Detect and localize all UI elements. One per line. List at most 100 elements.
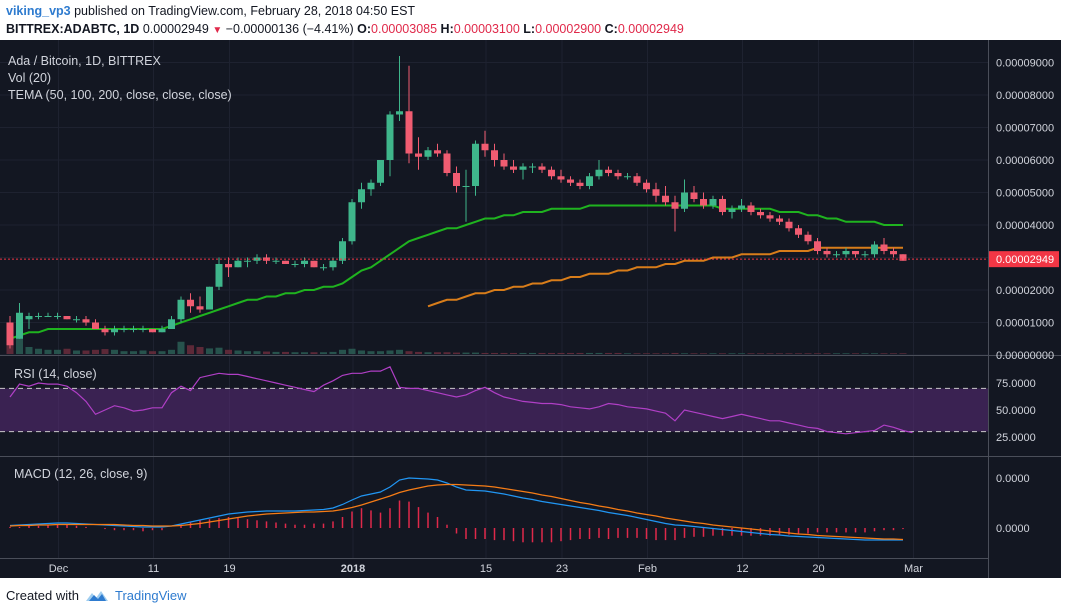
candle-body (852, 251, 859, 255)
candle-body (348, 202, 356, 242)
candle-body (804, 234, 812, 242)
volume-bar (690, 353, 698, 354)
candle-body (282, 260, 289, 264)
volume-bar (35, 348, 42, 354)
volume-bar (177, 341, 185, 354)
volume-bar (291, 352, 299, 354)
candle-body (44, 316, 52, 317)
volume-bar (757, 353, 764, 354)
volume-bar (500, 352, 508, 354)
author-name[interactable]: viking_vp3 (6, 4, 71, 18)
volume-bar (158, 351, 166, 354)
candle-body (415, 153, 422, 157)
time-tick-label: 12 (736, 563, 748, 575)
candle-body (73, 319, 80, 321)
candle-body (206, 286, 213, 310)
volume-bar (595, 352, 603, 354)
candle-body (82, 319, 90, 323)
volume-bar (880, 353, 888, 354)
candle-body (187, 299, 194, 307)
volume-bar (852, 353, 859, 354)
candle-body (595, 169, 603, 177)
rsi-line (9, 366, 913, 435)
candle-body (899, 254, 907, 261)
volume-bar (149, 351, 156, 354)
time-tick-label: Mar (904, 563, 923, 575)
open-value: 0.00003085 (371, 22, 438, 36)
volume-bar (424, 352, 432, 354)
volume-bar (196, 347, 204, 354)
volume-bar (358, 350, 365, 354)
candle-body (339, 241, 346, 261)
tradingview-link[interactable]: TradingView (114, 588, 187, 603)
candle-body (196, 306, 204, 310)
volume-bar (557, 352, 565, 354)
tema-orange-line (427, 246, 903, 308)
volume-bar (396, 349, 403, 354)
publish-info: viking_vp3 published on TradingView.com,… (6, 4, 415, 18)
candle-body (576, 182, 584, 186)
candle-body (272, 260, 280, 262)
volume-bar (415, 351, 422, 354)
volume-bar (434, 352, 441, 354)
chart-title: Ada / Bitcoin, 1D, BITTREX (8, 54, 161, 68)
volume-bar (120, 351, 128, 354)
down-arrow-icon: ▼ (212, 25, 223, 36)
volume-bar (310, 352, 318, 354)
candle-body (785, 221, 793, 229)
candlesticks (6, 56, 907, 349)
volume-bar (272, 351, 280, 354)
candle-body (377, 160, 384, 183)
candle-body (320, 267, 327, 269)
time-tick-label: 11 (148, 563, 159, 575)
volume-bar (168, 349, 175, 354)
volume-bar (234, 350, 242, 354)
volume-bar (871, 353, 878, 354)
candle-body (462, 186, 470, 187)
candle-body (158, 329, 166, 333)
candle-body (842, 251, 850, 255)
publish-text: published on TradingView.com, February 2… (74, 4, 416, 18)
volume-bar (747, 353, 755, 354)
candle-body (168, 319, 175, 329)
time-tick-label: 23 (556, 563, 568, 575)
volume-bar (890, 353, 897, 354)
candle-body (139, 329, 147, 330)
candle-body (519, 166, 527, 170)
volume-bar (709, 353, 717, 354)
macd-line (9, 477, 903, 541)
volume-bar (263, 351, 270, 354)
candle-body (766, 215, 774, 219)
volume-bar (766, 353, 774, 354)
candle-body (263, 257, 270, 261)
last-price: 0.00002949 (142, 22, 209, 36)
time-tick-label: Feb (638, 563, 657, 575)
rsi-band (0, 388, 988, 432)
volume-bar (491, 352, 498, 354)
axes: 0.00009000 0.00008000 0.00007000 0.00006000… (0, 40, 1061, 578)
candle-body (795, 228, 802, 235)
volume-bar (814, 353, 821, 354)
volume-bar (339, 349, 346, 354)
candle-body (510, 166, 517, 170)
candle-body (605, 169, 612, 173)
volume-bar (614, 352, 622, 354)
candle-body (823, 251, 831, 255)
candle-body (16, 312, 23, 339)
volume-bar (519, 352, 527, 354)
rsi-tick-label: 25.0000 (996, 432, 1036, 444)
grid-lines (0, 40, 988, 558)
candle-body (738, 205, 745, 209)
volume-bar (139, 350, 147, 354)
volume-bar (652, 353, 660, 354)
volume-bar (700, 353, 707, 354)
candle-body (491, 150, 498, 160)
volume-bar (624, 353, 631, 354)
volume-bar (377, 351, 384, 354)
candle-body (890, 251, 897, 255)
chart-canvas[interactable]: 0.00009000 0.00008000 0.00007000 0.00006000… (0, 40, 1061, 578)
low-value: 0.00002900 (535, 22, 602, 36)
macd-pane (9, 477, 904, 543)
volume-bar (548, 352, 555, 354)
volume-bar (206, 348, 213, 354)
